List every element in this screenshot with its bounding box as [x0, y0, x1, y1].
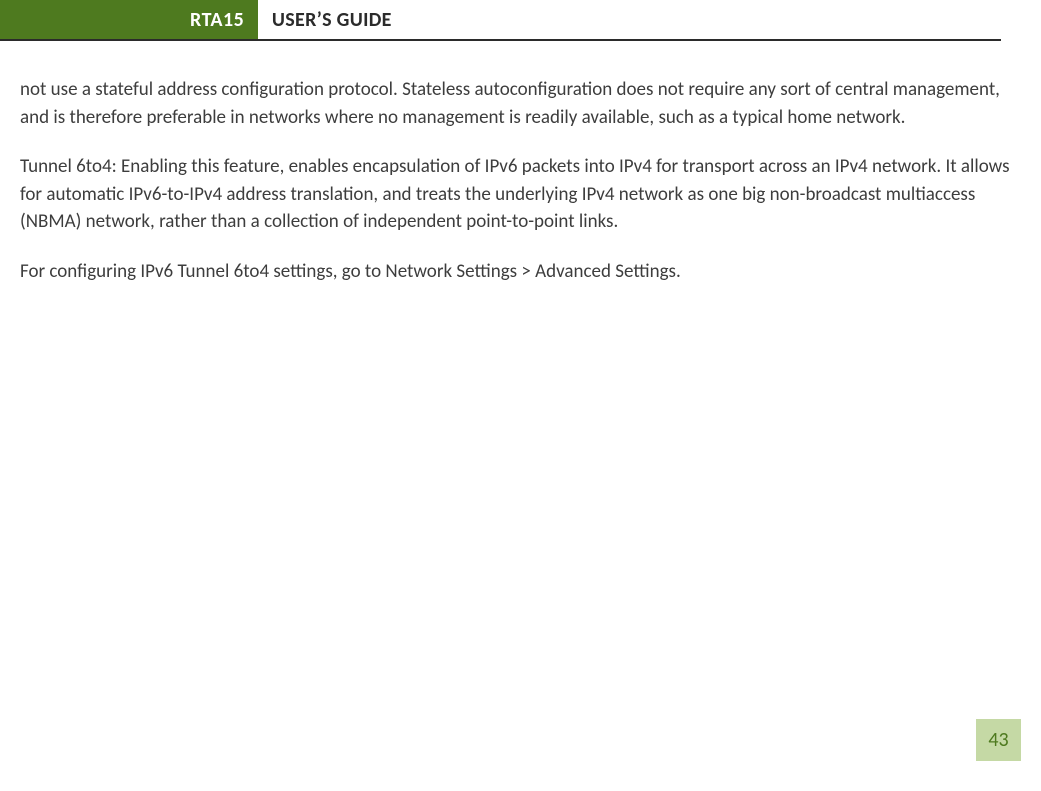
page-number: 43 — [988, 728, 1008, 752]
page-number-box: 43 — [976, 719, 1021, 761]
content: not use a stateful address configuration… — [0, 40, 1041, 285]
header-title: USER’S GUIDE — [262, 0, 392, 40]
header-rule — [0, 39, 1001, 41]
header: RTA15 USER’S GUIDE — [0, 0, 1021, 40]
paragraph: For configuring IPv6 Tunnel 6to4 setting… — [20, 258, 1021, 286]
header-bar: RTA15 USER’S GUIDE — [0, 0, 1021, 40]
paragraph: not use a stateful address configuration… — [20, 76, 1021, 131]
paragraph: Tunnel 6to4: Enabling this feature, enab… — [20, 153, 1021, 236]
header-badge: RTA15 — [0, 0, 258, 40]
page: RTA15 USER’S GUIDE not use a stateful ad… — [0, 0, 1041, 791]
